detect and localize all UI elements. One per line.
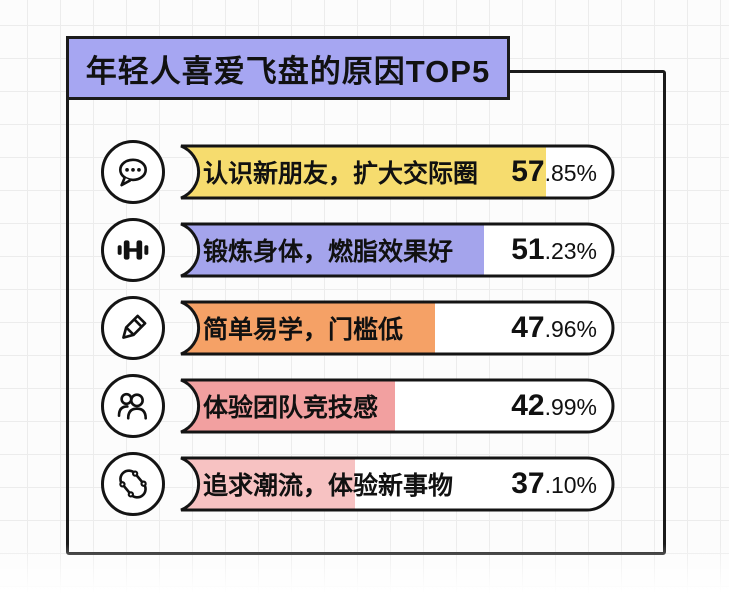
bar-label: 简单易学，门槛低 (203, 316, 404, 344)
icon-circle (101, 140, 165, 204)
icon-circle (101, 296, 165, 360)
percent-integer: 37 (511, 467, 545, 500)
bar-list: 认识新朋友，扩大交际圈 57.85% 锻炼身体，燃脂效果好 51.23% (101, 140, 617, 516)
percent-fraction: .99% (544, 394, 597, 420)
icon-circle (101, 218, 165, 282)
bar-row: 体验团队竞技感 42.99% (101, 374, 617, 438)
bar-pill: 简单易学，门槛低 47.96% (173, 300, 617, 356)
bar-value: 42.99% (511, 389, 597, 423)
bar-pill: 体验团队竞技感 42.99% (173, 378, 617, 434)
percent-fraction: .10% (544, 472, 597, 498)
bar-label: 追求潮流，体验新事物 (203, 472, 454, 500)
bar-label: 认识新朋友，扩大交际圈 (203, 160, 479, 188)
bar-pill: 追求潮流，体验新事物 37.10% (173, 456, 617, 512)
percent-integer: 57 (511, 155, 545, 188)
percent-integer: 47 (511, 311, 545, 344)
bar-value: 57.85% (511, 155, 597, 189)
dumbbell-icon (112, 229, 154, 271)
percent-fraction: .85% (544, 160, 597, 186)
percent-integer: 51 (511, 233, 545, 266)
bar-value: 37.10% (511, 467, 597, 501)
bar-value: 47.96% (511, 311, 597, 345)
percent-fraction: .96% (544, 316, 597, 342)
percent-integer: 42 (511, 389, 545, 422)
bar-label: 体验团队竞技感 (203, 394, 379, 422)
bar-label: 锻炼身体，燃脂效果好 (203, 238, 454, 266)
icon-circle (101, 452, 165, 516)
title-box: 年轻人喜爱飞盘的原因TOP5 (66, 36, 510, 100)
icon-circle (101, 374, 165, 438)
percent-fraction: .23% (544, 238, 597, 264)
bar-row: 简单易学，门槛低 47.96% (101, 296, 617, 360)
bar-row: 认识新朋友，扩大交际圈 57.85% (101, 140, 617, 204)
page-title: 年轻人喜爱飞盘的原因TOP5 (85, 53, 491, 89)
bar-row: 追求潮流，体验新事物 37.10% (101, 452, 617, 516)
people-icon (112, 385, 154, 427)
skateboard-icon (112, 463, 154, 505)
bar-pill: 锻炼身体，燃脂效果好 51.23% (173, 222, 617, 278)
bar-pill: 认识新朋友，扩大交际圈 57.85% (173, 144, 617, 200)
chart-frame: 认识新朋友，扩大交际圈 57.85% 锻炼身体，燃脂效果好 51.23% (66, 70, 666, 555)
bar-value: 51.23% (511, 233, 597, 267)
bar-row: 锻炼身体，燃脂效果好 51.23% (101, 218, 617, 282)
pencil-icon (112, 307, 154, 349)
chat-bubble-icon (112, 151, 154, 193)
